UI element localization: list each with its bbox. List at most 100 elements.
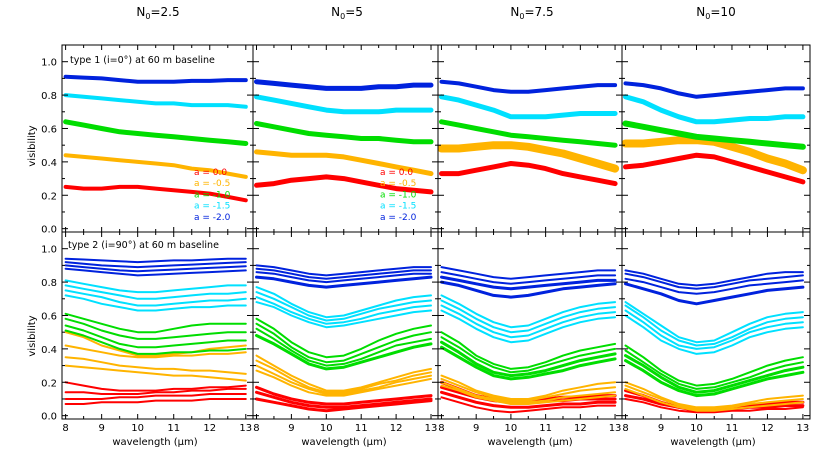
x-tick-label: 13 <box>239 423 252 434</box>
series-line <box>64 324 247 349</box>
y-tick-label: 0.2 <box>41 191 57 202</box>
series-line <box>440 299 617 334</box>
series-line <box>622 136 807 175</box>
series-line <box>623 81 805 99</box>
series-line <box>63 184 248 203</box>
series-line <box>440 275 617 291</box>
series-line <box>624 381 804 409</box>
series-line <box>440 331 617 370</box>
x-tick-label: 9 <box>98 423 104 434</box>
series-line <box>624 304 804 347</box>
series-lines <box>64 257 247 405</box>
legend-entry: a = -1.0 <box>194 190 231 200</box>
series-line <box>255 267 432 280</box>
legend-entry: a = -1.5 <box>380 202 416 212</box>
x-tick-label: 13 <box>425 423 438 434</box>
y-axis-label-bottom: visibility <box>27 315 38 356</box>
series-line <box>440 336 617 374</box>
series-line <box>255 359 432 394</box>
series-line <box>255 390 433 409</box>
series-line <box>254 79 434 91</box>
series-line <box>440 271 617 285</box>
panels: 0.0 0.2 0.4 0.6 0.8 1.0 8 9 10 11 12 13 0.0 0.2 0.4 0.6… <box>41 44 811 434</box>
x-tick-label: 10 <box>505 423 518 434</box>
x-tick-label: 13 <box>797 423 810 434</box>
x-tick-label: 12 <box>574 423 587 434</box>
x-tick-label: 9 <box>288 423 294 434</box>
series-line <box>63 93 248 109</box>
series-lines <box>254 79 434 195</box>
series-line <box>440 266 617 280</box>
series-line <box>64 284 247 300</box>
panel-r1-c4 <box>621 44 811 233</box>
legend-entry: a = 0.0 <box>194 168 227 178</box>
x-tick-label: 8 <box>253 423 259 434</box>
x-tick-label: 9 <box>658 423 664 434</box>
legend-1: a = 0.0a = -0.5a = -1.0 a = -1.5a = -2.0 <box>194 168 231 223</box>
row-note-top: type 1 (i=0°) at 60 m baseline <box>70 55 215 66</box>
y-tick-label: 1.0 <box>41 58 57 69</box>
x-axis-label-3: wavelength (μm) <box>487 437 572 448</box>
series-line <box>624 272 804 290</box>
series-line <box>439 79 618 94</box>
series-line <box>254 174 434 195</box>
series-line <box>440 390 617 409</box>
series-line <box>440 280 617 299</box>
series-line <box>255 327 432 367</box>
series-line <box>255 354 432 392</box>
series-line <box>64 331 247 357</box>
series-line <box>438 141 620 173</box>
y-tick-label: 0.8 <box>41 91 57 102</box>
legends: a = 0.0a = -0.5a = -1.0a = -1.5a = -2.0a… <box>194 168 417 223</box>
series-lines <box>63 74 249 203</box>
series-lines <box>255 264 433 413</box>
series-line <box>255 397 433 413</box>
series-line <box>624 309 804 350</box>
x-tick-label: 11 <box>355 423 368 434</box>
series-line <box>440 294 617 329</box>
x-tick-label: 11 <box>167 423 180 434</box>
column-title-1: N0=2.5 <box>136 5 179 21</box>
panel-r1-c2 <box>252 44 439 233</box>
series-line <box>255 369 432 397</box>
series-line <box>64 381 247 392</box>
x-tick-label: 9 <box>473 423 479 434</box>
series-line <box>64 364 247 382</box>
y-tick-label: 0.0 <box>41 225 57 236</box>
x-tick-label: 10 <box>131 423 144 434</box>
y-axis-label-top: visibility <box>27 125 38 166</box>
panel-r2-c4: 8 9 10 11 12 13 <box>621 231 811 434</box>
series-line <box>624 354 805 394</box>
series-line <box>255 322 432 364</box>
series-line <box>255 317 432 359</box>
x-tick-label: 13 <box>609 423 622 434</box>
series-line <box>440 384 617 405</box>
x-tick-label: 12 <box>390 423 403 434</box>
series-line <box>64 329 247 355</box>
series-line <box>254 94 434 115</box>
series-line <box>623 94 806 125</box>
series-line <box>255 301 432 329</box>
series-line <box>63 119 249 146</box>
series-line <box>440 377 617 402</box>
series-line <box>64 387 247 395</box>
series-line <box>624 384 804 410</box>
series-line <box>440 381 617 404</box>
x-tick-label: 11 <box>726 423 739 434</box>
series-line <box>255 291 432 322</box>
legend-entry: a = -0.5 <box>380 179 416 189</box>
series-line <box>64 267 247 277</box>
panel-r2-c1: 8 9 10 11 12 13 0.0 0.2 0.4 0.6 0.8 1.0 <box>41 231 254 434</box>
panel-frame <box>621 231 811 420</box>
x-tick-label: 12 <box>203 423 216 434</box>
series-line <box>255 271 432 284</box>
series-line <box>64 279 247 294</box>
series-lines <box>624 269 805 414</box>
series-line <box>64 356 247 375</box>
series-line <box>64 289 247 307</box>
series-line <box>624 269 804 287</box>
legend-entry: a = -2.0 <box>380 213 417 223</box>
panel-r2-c2: 8 9 10 11 12 13 <box>252 231 439 434</box>
series-line <box>64 393 247 400</box>
series-line <box>622 120 806 150</box>
